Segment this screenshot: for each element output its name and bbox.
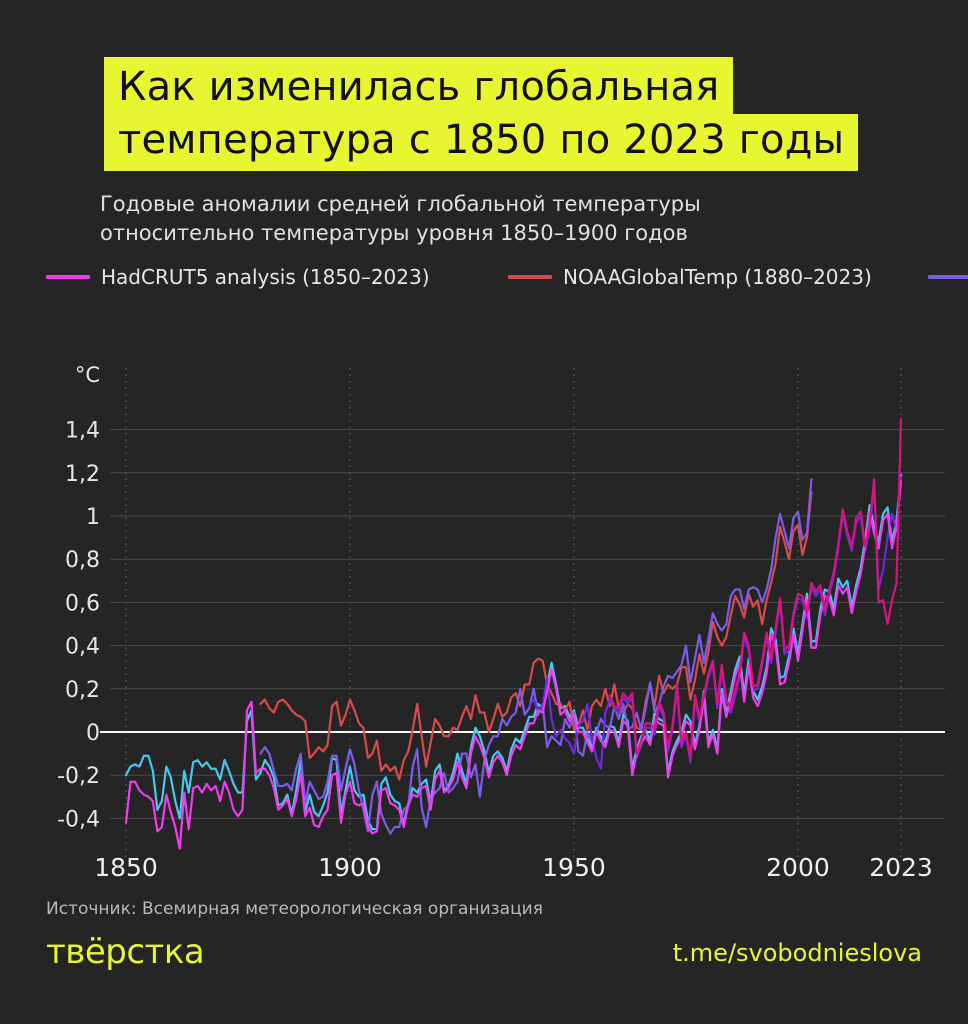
subtitle-line-2: относительно температуры уровня 1850–190… <box>100 221 688 245</box>
x-axis-tick-label: 1950 <box>542 853 606 882</box>
y-axis-tick-label: 1,2 <box>65 462 100 487</box>
x-axis-tick-label: 1850 <box>94 853 158 882</box>
legend-item[interactable]: HadCRUT5 analysis (1850–2023) <box>46 262 508 292</box>
chart-legend: HadCRUT5 analysis (1850–2023) NOAAGlobalT… <box>46 262 968 292</box>
legend-label: NOAAGlobalTemp (1880–2023) <box>563 265 872 289</box>
y-axis-tick-label: 1,4 <box>65 419 100 444</box>
legend-color-swatch <box>928 275 968 279</box>
y-axis-tick-label: -0,2 <box>57 764 100 789</box>
series-line <box>124 480 903 850</box>
x-axis-tick-label: 1900 <box>318 853 382 882</box>
x-axis-tick-label: 2023 <box>869 853 933 882</box>
legend-item[interactable]: GISTEMP (1880–2023) <box>928 262 968 292</box>
y-axis-tick-label: 0,6 <box>65 591 100 616</box>
chart-plot-area: °C -0,4 -0,2 0 0,2 0,4 0,6 0,8 1 1,2 1,4 1850 1900 19… <box>0 360 968 890</box>
series-line <box>259 491 813 781</box>
title-line-1: Как изменилась глобальная <box>104 57 734 114</box>
y-axis-tick-label: 0,2 <box>65 678 100 703</box>
y-axis-tick-label: -0,4 <box>57 807 100 832</box>
title-line-2: температура с 1850 по 2023 годы <box>104 114 859 171</box>
y-axis-unit-label: °C <box>75 363 100 387</box>
telegram-handle[interactable]: t.me/svobodnieslova <box>672 939 922 967</box>
legend-color-swatch <box>508 275 552 279</box>
verstka-logo: твёрстка <box>46 932 205 972</box>
x-axis-tick-label: 2000 <box>766 853 830 882</box>
subtitle-line-1: Годовые аномалии средней глобальной темп… <box>100 192 701 216</box>
legend-item[interactable]: NOAAGlobalTemp (1880–2023) <box>508 262 928 292</box>
y-axis-tick-label: 0,8 <box>65 548 100 573</box>
series-line <box>608 417 903 760</box>
page-title: Как изменилась глобальная температура с … <box>104 57 904 171</box>
source-note: Источник: Всемирная метеорологическая ор… <box>46 899 543 919</box>
legend-color-swatch <box>46 275 90 279</box>
chart-subtitle: Годовые аномалии средней глобальной темп… <box>100 190 900 248</box>
series-line <box>259 478 813 835</box>
y-axis-tick-label: 0,4 <box>65 635 100 660</box>
y-axis-tick-label: 0 <box>86 721 100 746</box>
y-axis-tick-label: 1 <box>86 505 100 530</box>
temperature-anomaly-line-chart: °C -0,4 -0,2 0 0,2 0,4 0,6 0,8 1 1,2 1,4 1850 1900 19… <box>57 363 945 882</box>
legend-label: HadCRUT5 analysis (1850–2023) <box>101 265 430 289</box>
